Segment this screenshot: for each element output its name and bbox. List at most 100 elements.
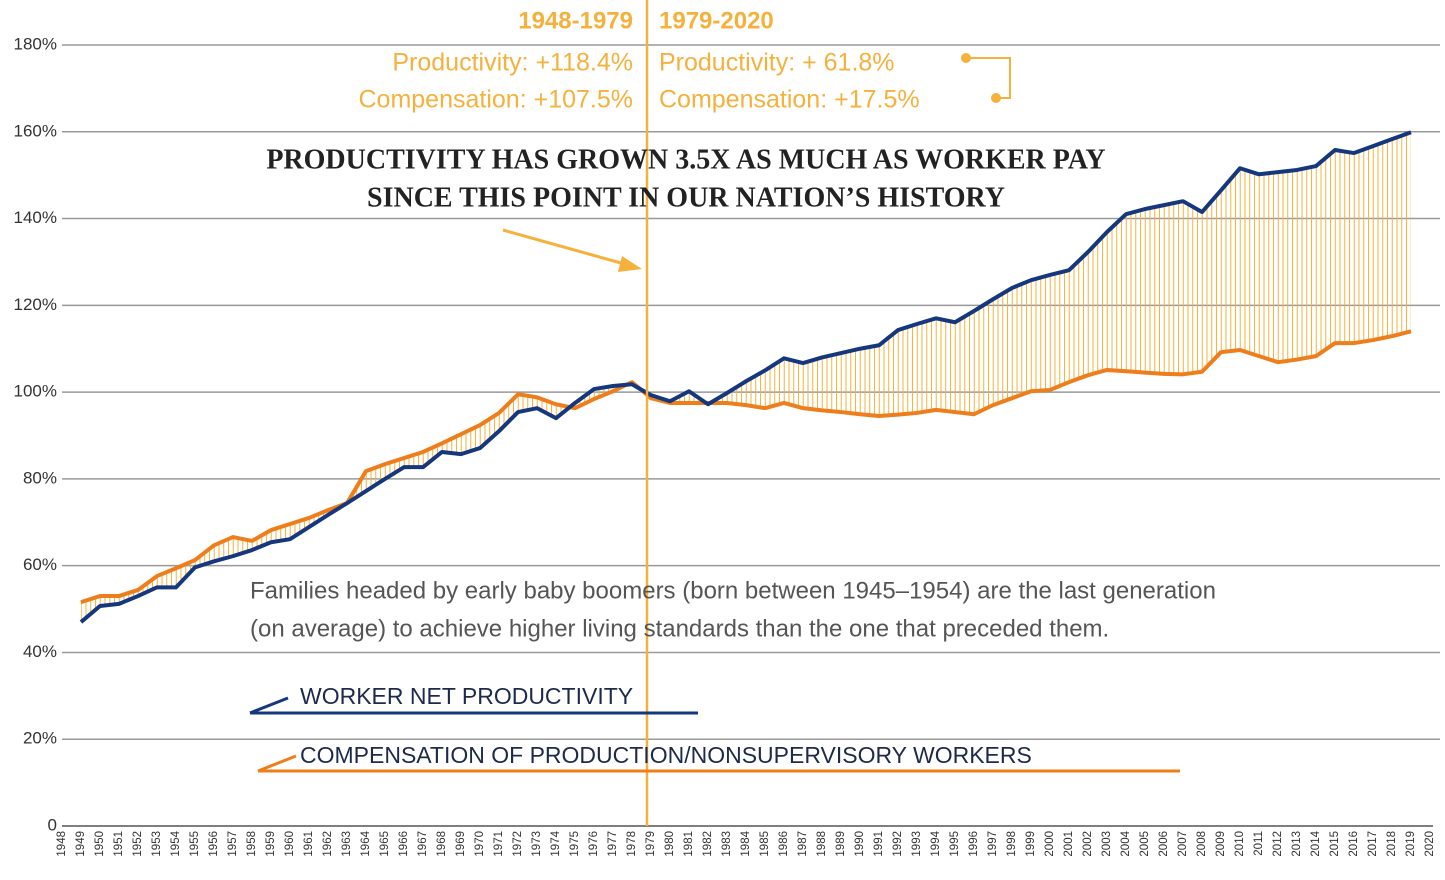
x-tick-label: 2003 [1101,831,1113,857]
x-tick-label: 1980 [664,831,676,857]
x-tick-label: 2009 [1215,831,1227,857]
arrow [502,228,642,272]
bracket [961,53,1011,103]
x-tick-label: 1959 [265,831,277,857]
period-label: 1948-1979 [518,7,633,34]
y-tick-label: 100% [14,382,57,401]
x-tick-label: 1955 [189,831,201,857]
x-tick-label: 2017 [1367,831,1379,857]
x-tick-label: 1966 [398,831,410,857]
x-tick-label: 2018 [1386,831,1398,857]
y-tick-label: 120% [14,295,57,314]
x-tick-label: 1987 [797,831,809,857]
x-tick-label: 2011 [1253,831,1265,856]
x-tick-label: 2001 [1063,831,1075,857]
x-tick-label: 1993 [911,831,923,857]
x-tick-label: 1964 [360,830,372,856]
x-tick-label: 2014 [1310,830,1322,856]
x-tick-label: 2002 [1082,831,1094,857]
x-tick-label: 1979 [645,831,657,857]
x-tick-label: 1949 [75,831,87,857]
period-stat: Productivity: + 61.8% [659,49,895,77]
x-tick-label: 1982 [702,831,714,857]
x-tick-label: 2016 [1348,831,1360,857]
x-tick-label: 1963 [341,831,353,857]
x-tick-label: 1990 [854,831,866,857]
x-tick-label: 1948 [56,831,68,857]
y-tick-label: 160% [14,121,57,140]
x-tick-label: 1975 [569,831,581,857]
y-tick-label: 20% [23,729,57,748]
x-tick-label: 1999 [1025,831,1037,857]
x-tick-label: 2020 [1424,831,1436,857]
x-tick-label: 1972 [512,831,524,857]
x-tick-label: 1997 [987,831,999,857]
plot-area [79,130,1412,624]
legend: WORKER NET PRODUCTIVITY COMPENSATION OF … [249,683,1180,773]
x-tick-label: 2013 [1291,831,1303,857]
period-stat: Compensation: +107.5% [359,86,634,114]
x-tick-label: 1952 [132,831,144,857]
x-tick-label: 2015 [1329,831,1341,857]
gap-hatch [81,132,1411,623]
x-tick-label: 2012 [1272,831,1284,857]
headline: SINCE THIS POINT IN OUR NATION’S HISTORY [367,182,1005,213]
period-stat: Compensation: +17.5% [659,86,920,114]
x-tick-label: 1994 [930,830,942,856]
x-tick-label: 1960 [284,831,296,857]
x-tick-label: 2004 [1120,830,1132,856]
y-tick-label: 0 [48,815,57,834]
y-tick-label: 180% [14,34,57,53]
x-tick-label: 2006 [1158,831,1170,857]
x-tick-label: 1971 [493,831,505,857]
x-tick-label: 1961 [303,831,315,857]
x-tick-label: 1957 [227,831,239,857]
y-tick-label: 40% [23,642,57,661]
x-tick-label: 1988 [816,831,828,857]
x-tick-label: 1954 [170,830,182,856]
legend-label: WORKER NET PRODUCTIVITY [300,683,633,709]
legend-label: COMPENSATION OF PRODUCTION/NONSUPERVISOR… [300,742,1032,768]
x-tick-label: 2019 [1405,831,1417,857]
x-tick-label: 1985 [759,831,771,857]
x-tick-label: 1996 [968,831,980,857]
x-tick-label: 1956 [208,831,220,857]
y-tick-label: 80% [23,468,57,487]
x-tick-label: 1986 [778,831,790,857]
x-tick-label: 1981 [683,831,695,857]
x-tick-label: 1995 [949,831,961,857]
x-tick-label: 1998 [1006,831,1018,857]
y-tick-label: 60% [23,555,57,574]
x-tick-label: 1953 [151,831,163,857]
x-tick-label: 2010 [1234,831,1246,857]
series-line [79,130,1412,624]
note: (on average) to achieve higher living st… [250,615,1109,642]
period-stat: Productivity: +118.4% [392,49,633,77]
x-tick-label: 2005 [1139,831,1151,857]
x-tick-label: 1951 [113,831,125,857]
y-tick-label: 140% [14,208,57,227]
x-tick-label: 1974 [550,830,562,856]
x-tick-label: 1970 [474,831,486,857]
x-tick-label: 1969 [455,831,467,857]
note: Families headed by early baby boomers (b… [250,577,1216,604]
x-tick-label: 1968 [436,831,448,857]
x-tick-label: 1958 [246,831,258,857]
x-tick-label: 1991 [873,831,885,857]
x-tick-label: 1967 [417,831,429,857]
period-label: 1979-2020 [659,7,774,34]
x-tick-label: 1992 [892,831,904,857]
x-tick-label: 1984 [740,830,752,856]
x-tick-label: 1962 [322,831,334,857]
x-tick-label: 1965 [379,831,391,857]
x-tick-label: 1983 [721,831,733,857]
headline: PRODUCTIVITY HAS GROWN 3.5X AS MUCH AS W… [266,144,1105,175]
x-tick-label: 1989 [835,831,847,857]
x-tick-label: 1977 [607,831,619,857]
x-tick-label: 2008 [1196,831,1208,857]
x-tick-label: 1978 [626,831,638,857]
x-tick-label: 1973 [531,831,543,857]
x-tick-label: 1950 [94,831,106,857]
x-tick-label: 2007 [1177,831,1189,857]
